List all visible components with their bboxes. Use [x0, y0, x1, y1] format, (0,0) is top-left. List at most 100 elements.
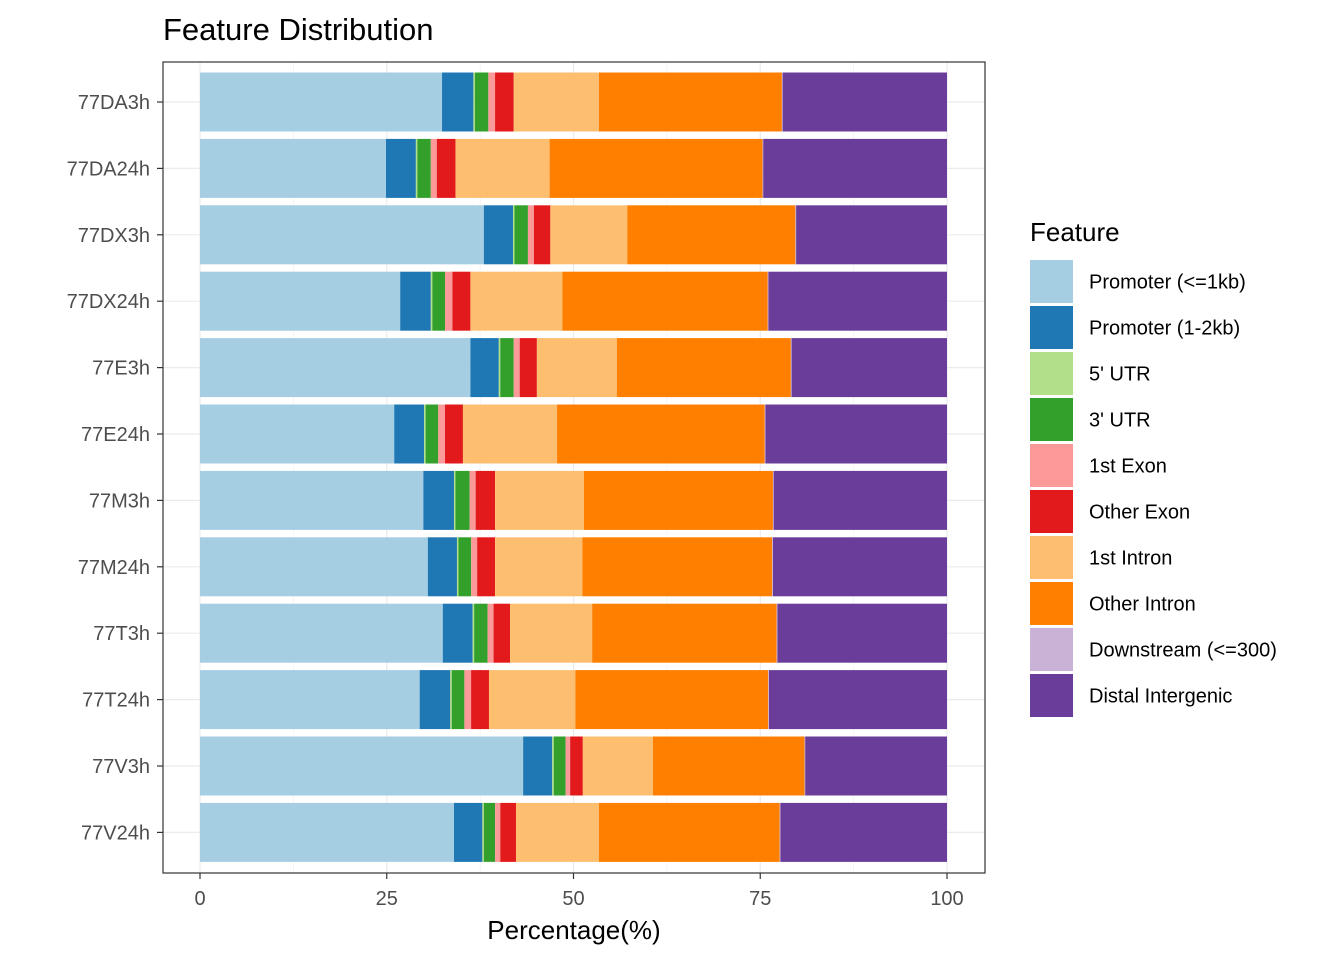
bars-group	[200, 72, 947, 862]
x-axis: 0 25 50 75 100	[194, 873, 964, 910]
bar-segment	[513, 338, 520, 398]
bar-segment	[438, 404, 446, 464]
y-tick-label: 77E3h	[92, 358, 150, 380]
bar-segment	[592, 603, 777, 663]
bar-segment	[458, 537, 472, 597]
bar-segment	[472, 603, 475, 663]
y-tick-label: 77M24h	[78, 557, 150, 579]
bar-segment	[523, 736, 553, 796]
bar-segment	[200, 470, 424, 530]
legend-key	[1030, 628, 1073, 671]
bar-segment	[495, 537, 583, 597]
y-tick-label: 77DX24h	[67, 291, 150, 313]
y-tick-label: 77V3h	[92, 756, 150, 778]
bar-segment	[513, 72, 599, 132]
bar-segment	[475, 470, 496, 530]
x-tick-label: 100	[930, 888, 963, 910]
legend-label: 1st Intron	[1089, 548, 1172, 570]
bar-segment	[453, 470, 456, 530]
y-tick-label: 77DA3h	[78, 92, 150, 114]
y-tick-label: 77DX3h	[78, 225, 150, 247]
bar-segment	[424, 404, 426, 464]
bar-segment	[469, 470, 476, 530]
bar-segment	[627, 205, 796, 265]
bar-segment	[442, 603, 473, 663]
bar-segment	[464, 670, 472, 730]
bar-segment	[550, 205, 628, 265]
legend-label: 3' UTR	[1089, 410, 1151, 432]
bar-segment	[549, 138, 763, 198]
bar-segment	[417, 138, 431, 198]
bar-segment	[482, 802, 484, 862]
bar-segment	[583, 470, 773, 530]
bar-segment	[450, 670, 452, 730]
bar-segment	[782, 72, 947, 132]
bar-segment	[768, 670, 770, 730]
bar-segment	[425, 404, 439, 464]
bar-segment	[779, 802, 781, 862]
y-axis: 77DA3h 77DA24h 77DX3h 77DX24h 77E3h 77E24h 77M…	[67, 92, 163, 844]
bar-segment	[471, 537, 478, 597]
bar-segment	[527, 205, 534, 265]
legend-key	[1030, 260, 1073, 303]
bar-segment	[498, 338, 501, 398]
bar-segment	[772, 537, 773, 597]
bar-segment	[519, 338, 537, 398]
bar-segment	[200, 205, 484, 265]
bar-segment	[500, 802, 516, 862]
bar-segment	[200, 537, 428, 597]
bar-segment	[772, 537, 947, 597]
bar-segment	[419, 670, 451, 730]
bar-segment	[652, 736, 805, 796]
bar-segment	[514, 205, 528, 265]
legend: Feature Promoter (<=1kb) Promoter (1-2kb)…	[1030, 217, 1277, 717]
bar-segment	[533, 205, 551, 265]
bar-segment	[477, 537, 496, 597]
bar-segment	[762, 138, 764, 198]
chart-title: Feature Distribution	[163, 12, 434, 47]
bar-segment	[582, 736, 653, 796]
bar-segment	[200, 736, 524, 796]
bar-segment	[536, 338, 617, 398]
bar-segment	[495, 470, 584, 530]
bar-segment	[400, 271, 431, 331]
bar-segment	[510, 603, 593, 663]
legend-key	[1030, 306, 1073, 349]
bar-segment	[780, 802, 947, 862]
bar-segment	[790, 338, 792, 398]
bar-segment	[474, 72, 489, 132]
bar-segment	[769, 670, 947, 730]
bar-segment	[512, 205, 515, 265]
bar-segment	[415, 138, 418, 198]
bar-segment	[553, 736, 566, 796]
bar-segment	[432, 271, 446, 331]
bar-segment	[462, 404, 558, 464]
bar-segment	[423, 470, 454, 530]
bar-segment	[430, 271, 433, 331]
bar-segment	[453, 802, 483, 862]
bar-segment	[442, 72, 474, 132]
bar-segment	[483, 205, 513, 265]
bar-segment	[552, 736, 554, 796]
legend-title: Feature	[1030, 217, 1120, 247]
bar-segment	[575, 670, 769, 730]
bar-segment	[515, 802, 599, 862]
bar-segment	[200, 338, 471, 398]
bar-segment	[455, 138, 550, 198]
bar-segment	[200, 603, 443, 663]
bar-segment	[200, 802, 454, 862]
bar-segment	[488, 670, 576, 730]
bar-segment	[394, 404, 425, 464]
x-tick-label: 25	[376, 888, 398, 910]
bar-segment	[772, 470, 774, 530]
bar-segment	[456, 537, 459, 597]
legend-label: Promoter (<=1kb)	[1089, 272, 1246, 294]
bar-segment	[436, 138, 456, 198]
bar-segment	[427, 537, 457, 597]
bar-segment	[767, 271, 769, 331]
bar-segment	[570, 736, 583, 796]
legend-key	[1030, 536, 1073, 579]
bar-segment	[200, 72, 443, 132]
legend-key	[1030, 674, 1073, 717]
x-tick-label: 50	[562, 888, 584, 910]
